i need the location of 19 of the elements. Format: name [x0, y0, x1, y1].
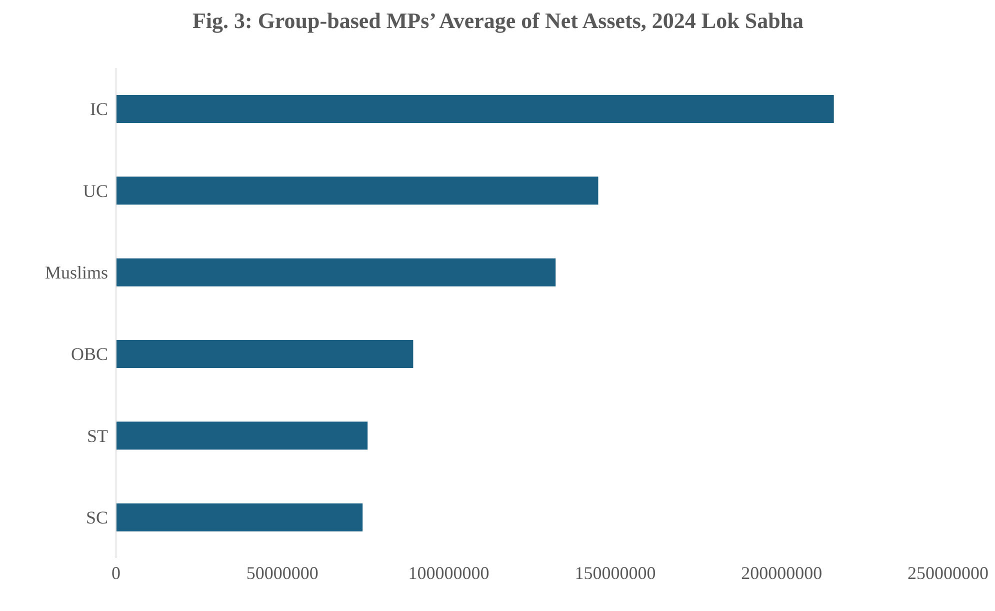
x-tick-label: 0	[112, 562, 120, 583]
x-tick-label: 100000000	[408, 562, 490, 583]
chart-title: Fig. 3: Group-based MPs’ Average of Net Assets, 2024 Lok Sabha	[191, 8, 805, 35]
bar	[116, 422, 368, 450]
x-tick-label: 250000000	[908, 562, 988, 583]
bar	[116, 258, 556, 286]
x-tick-label: 200000000	[741, 562, 822, 583]
x-tick-label: 50000000	[246, 562, 318, 583]
y-tick-label: IC	[90, 99, 108, 120]
bar	[116, 95, 834, 123]
x-tick-label: 150000000	[574, 562, 656, 583]
y-tick-label: OBC	[70, 344, 108, 364]
y-tick-label: Muslims	[44, 262, 108, 283]
y-tick-label: ST	[86, 426, 108, 446]
bar	[116, 503, 363, 532]
y-tick-label: SC	[86, 508, 108, 528]
bar	[116, 340, 414, 368]
bar	[116, 176, 598, 205]
y-tick-label: UC	[82, 180, 108, 201]
